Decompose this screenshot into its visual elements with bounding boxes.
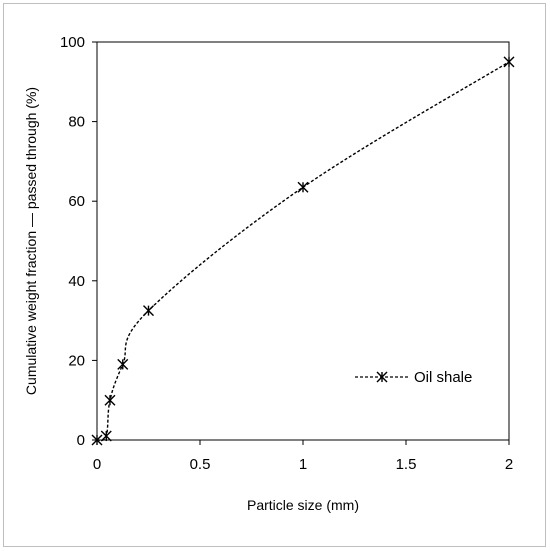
data-point bbox=[91, 434, 103, 446]
x-tick-label: 1 bbox=[299, 456, 307, 473]
data-point bbox=[503, 56, 515, 68]
chart-frame bbox=[3, 3, 546, 547]
data-point bbox=[104, 394, 116, 406]
y-tick-label: 80 bbox=[68, 114, 85, 131]
data-point bbox=[100, 430, 112, 442]
x-axis-title: Particle size (mm) bbox=[247, 497, 359, 513]
y-axis-title: Cumulative weight fraction — passed thro… bbox=[23, 87, 39, 395]
x-tick-label: 1.5 bbox=[396, 456, 417, 473]
y-tick-label: 100 bbox=[60, 34, 85, 51]
x-tick-label: 2 bbox=[505, 456, 513, 473]
x-tick-label: 0.5 bbox=[190, 456, 211, 473]
series-layer bbox=[91, 56, 515, 446]
data-point bbox=[297, 181, 309, 193]
x-axis-ticks: 0 0.5 1 1.5 2 bbox=[93, 440, 513, 473]
y-tick-label: 20 bbox=[68, 352, 85, 369]
y-axis-ticks: 0 20 40 60 80 100 bbox=[60, 34, 97, 449]
data-point bbox=[376, 371, 388, 383]
legend-label: Oil shale bbox=[414, 369, 472, 386]
x-tick-label: 0 bbox=[93, 456, 101, 473]
legend: Oil shale bbox=[355, 369, 472, 386]
data-point bbox=[117, 358, 129, 370]
legend-marker bbox=[376, 371, 388, 383]
y-tick-label: 60 bbox=[68, 193, 85, 210]
data-point bbox=[143, 305, 154, 317]
series-line bbox=[96, 61, 510, 442]
y-tick-label: 40 bbox=[68, 273, 85, 290]
y-tick-label: 0 bbox=[77, 432, 85, 449]
